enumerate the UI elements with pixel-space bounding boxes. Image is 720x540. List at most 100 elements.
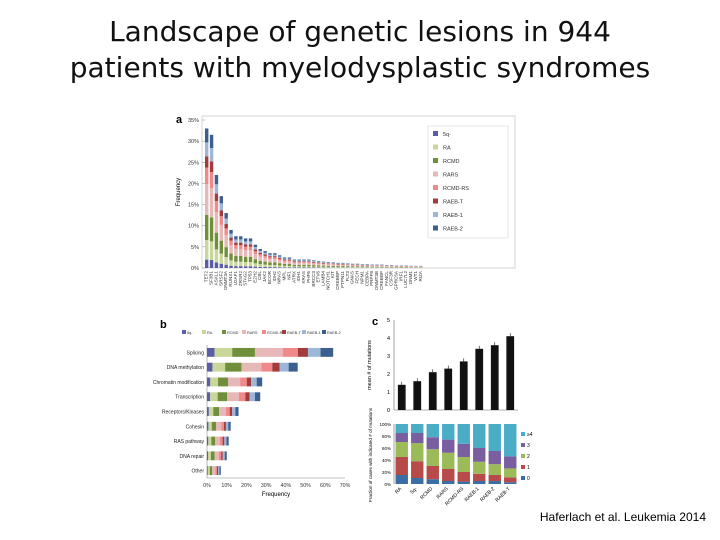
bar-segment [321,262,326,263]
x-tick-label: FLT3 [345,271,350,282]
x-tick-label: ZRSR2 [238,271,243,287]
bar-segment [234,266,238,268]
bar-segment [214,212,219,233]
legend-swatch [433,198,438,204]
panel-c-top: c 0 1 2 3 4 5 mean # of mutations [367,316,518,414]
bar-segment [385,266,389,267]
bar-segment [307,264,311,267]
bar-segment [205,167,209,185]
bar-segment [239,242,243,246]
bar-segment [273,257,277,260]
x-tick-label: NF1 [286,271,291,280]
bar-segment [227,392,239,402]
x-tick-label: MPL [282,271,287,281]
legend-swatch [433,131,438,136]
bar-segment [297,347,308,357]
bar-segment [346,265,350,267]
x-tick-label: CREBBP [379,271,384,290]
bar-segment [208,436,212,446]
x-tick-label: FANCL [384,271,389,286]
bar-segment [207,466,210,476]
bar-segment [205,156,209,168]
legend-swatch [521,432,525,436]
bar-segment [365,265,370,267]
bar-segment [225,421,229,431]
bar-segment [282,258,287,260]
bar-segment [209,188,214,218]
bar-segment [227,377,241,387]
bar-segment [504,424,517,457]
bar-segment [207,421,209,431]
x-tick-label: KIT [330,271,335,278]
bar-segment [207,451,209,461]
legend-label: RA [207,331,213,335]
bar-segment [218,466,220,476]
bar-segment [209,148,214,162]
bar-segment [229,229,233,234]
bar-segment [326,262,331,263]
bar-segment [282,263,287,266]
x-axis-label: Frequency [262,492,290,498]
bar-segment [321,264,326,266]
x-tick-label: ETV6 [316,271,321,283]
bar-segment [488,424,501,451]
bar-segment [297,259,301,261]
bar [475,348,484,410]
legend-swatch [182,330,186,334]
bar-segment [312,260,316,262]
bar-segment [336,263,340,264]
bar-segment [224,228,228,236]
legend-label: RA [443,146,451,152]
bar-segment [213,407,219,416]
bar-segment [307,266,311,268]
bar-segment [331,264,335,265]
bar-segment [336,266,340,267]
legend-swatch [521,465,525,469]
y-tick-label: 40% [382,458,391,463]
bar-segment [235,407,239,416]
bar-segment [287,263,292,266]
bar-segment [355,267,360,268]
bar-segment [326,265,331,267]
legend-label: 3 [527,443,530,449]
panel-b: b 5q- RA RCMD RARS RCMD-RS RAEB-T RAEB-1 RAEB-2 0… [153,319,351,498]
bar-segment [232,347,255,357]
bar-segment [243,246,248,251]
bar-segment [273,262,277,266]
bar-segment [316,261,321,263]
bar-segment [243,256,248,263]
x-tick-label: ASXL1 [213,271,218,286]
bar-segment [215,436,221,446]
bar-segment [254,347,283,357]
bar-segment [219,466,221,476]
bar-segment [297,262,301,265]
bar-segment [258,254,262,257]
bar-segment [219,203,224,211]
bar-segment [302,261,306,263]
bar-segment [224,436,227,446]
x-tick-label: CREBBP [335,271,340,290]
legend-swatch [322,330,326,334]
bar-segment [228,421,231,431]
bar-segment [273,253,277,255]
bar-segment [219,240,224,254]
bar-segment [278,265,282,268]
bar-segment [234,255,238,262]
legend-box [427,125,509,239]
bar-segment [248,246,253,251]
bar-segment [307,259,311,261]
y-tick-label: 10% [188,224,199,230]
legend-label: RAEB-2 [327,331,341,335]
bar-segment [380,266,384,268]
bar-segment [239,255,243,262]
bar-segment [457,424,470,444]
bar-segment [426,449,439,466]
bar-segment [395,433,408,442]
bar-segment [360,267,365,268]
legend-label: RAEB-1 [443,213,463,219]
bar-segment [312,261,316,262]
x-tick-label: GNAS [350,271,355,284]
bar-segment [229,407,233,416]
bar-segment [209,161,214,173]
bar-segment [326,262,331,264]
